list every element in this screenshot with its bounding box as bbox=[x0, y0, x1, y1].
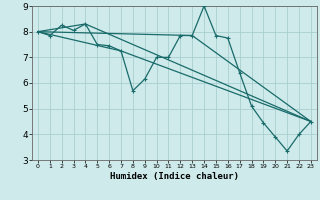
X-axis label: Humidex (Indice chaleur): Humidex (Indice chaleur) bbox=[110, 172, 239, 181]
